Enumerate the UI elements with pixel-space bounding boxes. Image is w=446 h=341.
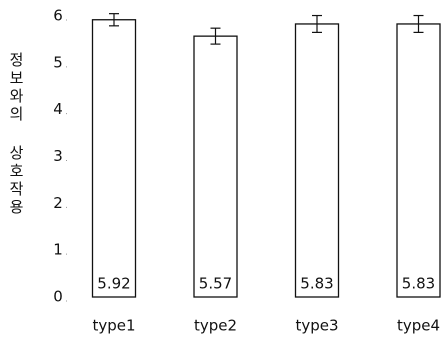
value-label: 5.83 [402, 275, 435, 293]
x-tick-label: type1 [92, 317, 135, 335]
x-tick-label: type2 [194, 317, 237, 335]
y-tick-label: 4 [53, 100, 63, 118]
bar [294, 23, 340, 298]
error-bar [312, 14, 322, 33]
error-bar [210, 27, 221, 45]
x-tick-label: type3 [295, 317, 338, 335]
y-tick-label: 6 [53, 7, 63, 25]
value-label: 5.83 [300, 275, 333, 293]
bar [91, 19, 137, 298]
y-tick-label: 0 [53, 288, 63, 306]
x-tick-label: type4 [397, 317, 440, 335]
error-bar [413, 14, 424, 33]
y-tick-label: 3 [53, 147, 63, 165]
y-tick-label: 5 [53, 53, 63, 71]
y-axis-label: 정보와의 상호작용 [7, 52, 25, 217]
error-bar [109, 13, 119, 27]
bar [396, 23, 441, 298]
value-label: 5.57 [199, 275, 232, 293]
value-label: 5.92 [97, 275, 130, 293]
y-tick-label: 1 [53, 241, 63, 259]
y-tick-label: 2 [53, 194, 63, 212]
bar [193, 35, 238, 298]
